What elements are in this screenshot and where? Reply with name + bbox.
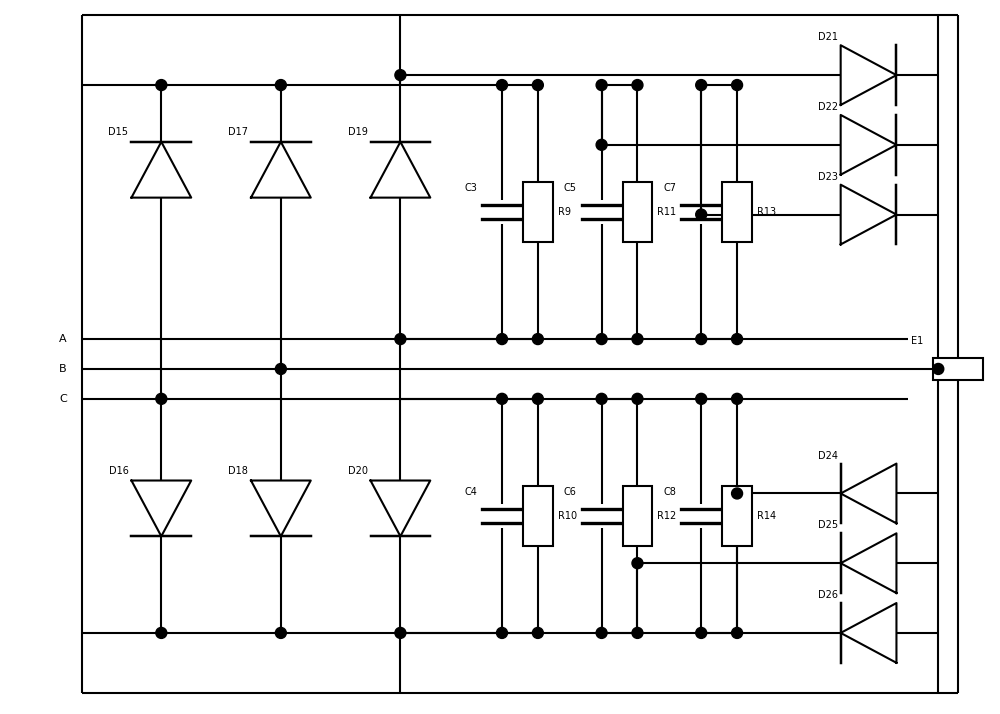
Circle shape [275,79,286,91]
Circle shape [532,628,543,638]
Circle shape [497,79,507,91]
Text: D26: D26 [818,590,838,600]
Text: D16: D16 [109,466,128,476]
Circle shape [632,393,643,404]
Circle shape [632,628,643,638]
Text: B: B [59,364,67,374]
Text: D18: D18 [228,466,248,476]
Text: D21: D21 [818,32,838,42]
Bar [523,486,553,545]
Circle shape [732,628,743,638]
Circle shape [156,79,167,91]
Text: R13: R13 [757,207,776,217]
Circle shape [497,333,507,345]
Circle shape [395,333,406,345]
Text: D23: D23 [818,171,838,181]
Circle shape [732,488,743,499]
Text: R14: R14 [757,511,776,521]
Circle shape [596,393,607,404]
Circle shape [532,333,543,345]
Text: D25: D25 [818,521,838,531]
Circle shape [632,79,643,91]
Circle shape [732,333,743,345]
Circle shape [156,393,167,404]
Text: C4: C4 [464,487,477,497]
Circle shape [596,139,607,151]
Circle shape [732,79,743,91]
Circle shape [395,70,406,81]
Text: R10: R10 [558,511,577,521]
Circle shape [596,333,607,345]
Circle shape [696,79,707,91]
Text: E1: E1 [911,336,923,346]
Text: D20: D20 [348,466,368,476]
Circle shape [497,393,507,404]
Text: R12: R12 [657,511,677,521]
Bar [623,182,652,242]
Text: D22: D22 [818,102,838,112]
Text: D17: D17 [228,127,248,137]
Text: D24: D24 [818,451,838,461]
Circle shape [395,628,406,638]
Text: C8: C8 [663,487,676,497]
Circle shape [532,79,543,91]
Text: R9: R9 [558,207,571,217]
Circle shape [933,363,944,374]
Text: C3: C3 [464,183,477,193]
Circle shape [596,79,607,91]
Text: C5: C5 [564,183,577,193]
Bar [623,486,652,545]
Circle shape [696,333,707,345]
Circle shape [497,628,507,638]
Bar [523,182,553,242]
Text: C6: C6 [564,487,577,497]
Circle shape [156,628,167,638]
Circle shape [532,393,543,404]
Bar [722,486,752,545]
Bar [933,358,983,380]
Text: R11: R11 [657,207,677,217]
Circle shape [632,333,643,345]
Circle shape [596,628,607,638]
Text: C7: C7 [663,183,676,193]
Circle shape [696,628,707,638]
Circle shape [732,393,743,404]
Circle shape [696,209,707,220]
Circle shape [275,628,286,638]
Text: C: C [59,394,67,404]
Circle shape [275,363,286,374]
Text: A: A [59,334,67,344]
Text: D19: D19 [348,127,368,137]
Bar [722,182,752,242]
Circle shape [696,393,707,404]
Circle shape [632,558,643,568]
Text: D15: D15 [108,127,128,137]
